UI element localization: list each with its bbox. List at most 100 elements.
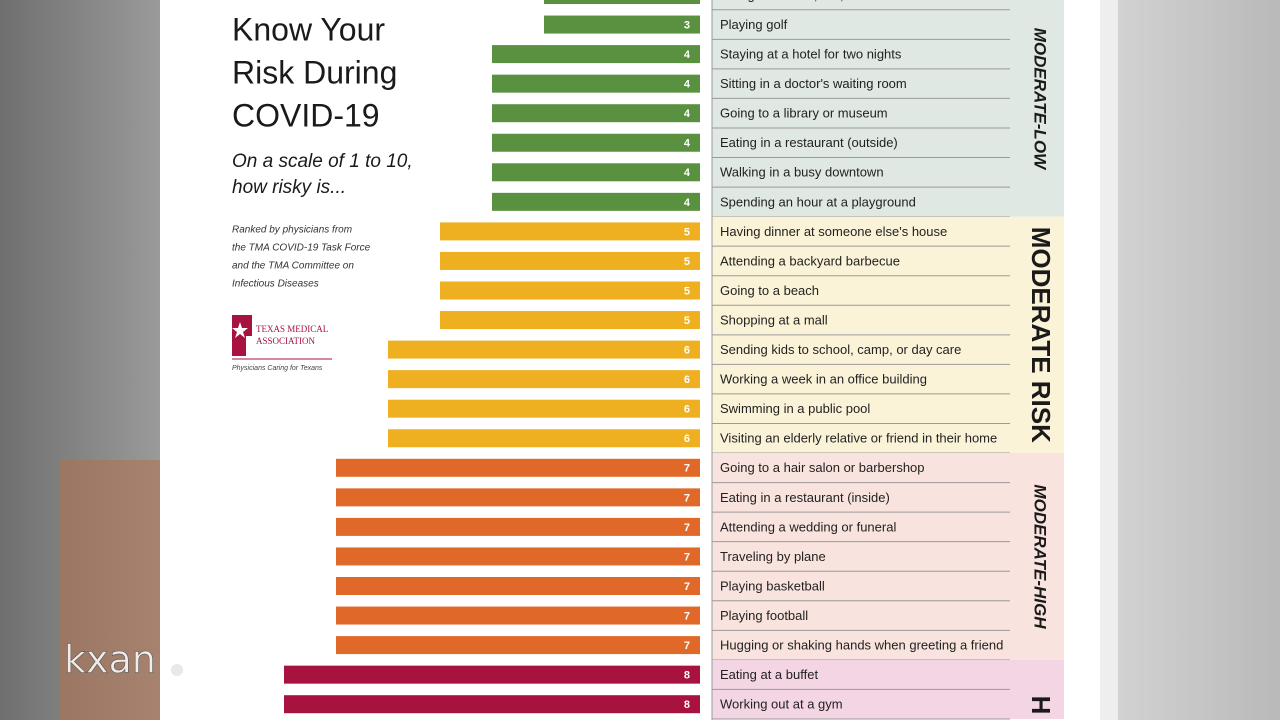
bar bbox=[284, 695, 700, 714]
title-line: Know Your bbox=[232, 11, 385, 47]
value-label: 3 bbox=[684, 19, 690, 31]
category-label: Hugging or shaking hands when greeting a… bbox=[720, 638, 1003, 653]
risk-band-background bbox=[712, 0, 1064, 217]
value-label: 6 bbox=[684, 374, 690, 386]
risk-band-label: MODERATE RISK bbox=[1026, 227, 1056, 443]
category-label: Walking in a busy downtown bbox=[720, 165, 884, 180]
bar bbox=[440, 311, 700, 330]
value-label: 6 bbox=[684, 404, 690, 416]
bar bbox=[492, 133, 700, 152]
category-label: Working out at a gym bbox=[720, 697, 843, 712]
bar bbox=[388, 399, 700, 418]
note-line: Infectious Diseases bbox=[232, 279, 319, 290]
category-label: Staying at a hotel for two nights bbox=[720, 47, 902, 62]
value-label: 6 bbox=[684, 345, 690, 357]
category-label: Going to a library or museum bbox=[720, 106, 888, 121]
tma-logo-star bbox=[232, 322, 248, 338]
subtitle-line: how risky is... bbox=[232, 177, 346, 198]
category-label: Eating in a restaurant (inside) bbox=[720, 490, 890, 505]
left-panel: Know Your Risk During COVID-19 On a scal… bbox=[232, 11, 413, 372]
org-tagline: Physicians Caring for Texans bbox=[232, 365, 323, 372]
category-label: Spending an hour at a playground bbox=[720, 194, 916, 209]
org-name: ASSOCIATION bbox=[256, 336, 316, 346]
value-label: 8 bbox=[684, 699, 690, 711]
value-label: 6 bbox=[684, 433, 690, 445]
category-label: Shopping at a mall bbox=[720, 312, 828, 327]
value-label: 4 bbox=[684, 138, 691, 150]
bar bbox=[440, 222, 700, 241]
category-label: Visiting an elderly relative or friend i… bbox=[720, 431, 997, 446]
value-label: 5 bbox=[684, 256, 690, 268]
category-label: Having dinner at someone else's house bbox=[720, 224, 947, 239]
category-label: Sitting in a doctor's waiting room bbox=[720, 76, 907, 91]
risk-band-label: H bbox=[1026, 696, 1056, 715]
bar bbox=[544, 15, 700, 34]
category-label: Attending a wedding or funeral bbox=[720, 519, 896, 534]
category-label: Swimming in a public pool bbox=[720, 401, 870, 416]
bar bbox=[388, 370, 700, 389]
bar bbox=[336, 488, 700, 507]
org-name: TEXAS MEDICAL bbox=[256, 324, 328, 334]
title-line: COVID-19 bbox=[232, 97, 380, 133]
title-line: Risk During bbox=[232, 54, 397, 90]
bar bbox=[336, 606, 700, 625]
bar bbox=[440, 251, 700, 270]
category-label: Going to a beach bbox=[720, 283, 819, 298]
blurred-bars-left bbox=[60, 460, 160, 720]
channel-name: kxan bbox=[64, 638, 156, 682]
value-label: 7 bbox=[684, 492, 690, 504]
note-line: Ranked by physicians from bbox=[232, 225, 352, 236]
category-label: Going to a hair salon or barbershop bbox=[720, 460, 925, 475]
value-label: 7 bbox=[684, 522, 690, 534]
chart-rows: 3 Going for a walk, run, or bike ride wit… bbox=[284, 0, 1064, 720]
value-label: 5 bbox=[684, 285, 690, 297]
bar bbox=[492, 163, 700, 182]
value-label: 4 bbox=[684, 167, 691, 179]
category-label: Going for a walk, run, or bike ride with… bbox=[720, 0, 978, 2]
value-label: 8 bbox=[684, 670, 690, 682]
bar bbox=[388, 429, 700, 448]
value-label: 7 bbox=[684, 610, 690, 622]
category-label: Sending kids to school, camp, or day car… bbox=[720, 342, 961, 357]
paper-edge bbox=[1100, 0, 1118, 720]
blurred-background-right bbox=[1118, 0, 1280, 720]
bar bbox=[284, 665, 700, 684]
value-label: 5 bbox=[684, 226, 690, 238]
value-label: 4 bbox=[684, 49, 691, 61]
bar bbox=[388, 340, 700, 359]
bar bbox=[336, 547, 700, 566]
value-label: 4 bbox=[684, 108, 691, 120]
value-label: 7 bbox=[684, 640, 690, 652]
network-peacock bbox=[171, 664, 183, 676]
value-label: 4 bbox=[684, 197, 691, 209]
bar bbox=[336, 636, 700, 655]
bar bbox=[544, 0, 700, 4]
value-label: 7 bbox=[684, 463, 690, 475]
risk-band-label: MODERATE-LOW bbox=[1031, 28, 1050, 171]
subtitle-line: On a scale of 1 to 10, bbox=[232, 151, 413, 172]
value-label: 5 bbox=[684, 315, 690, 327]
value-label: 7 bbox=[684, 581, 690, 593]
bar bbox=[492, 45, 700, 64]
risk-band-label: MODERATE-HIGH bbox=[1031, 484, 1050, 629]
value-label: 3 bbox=[684, 0, 690, 2]
category-label: Attending a backyard barbecue bbox=[720, 253, 900, 268]
category-label: Playing golf bbox=[720, 17, 788, 32]
bar bbox=[492, 192, 700, 211]
category-label: Traveling by plane bbox=[720, 549, 826, 564]
bar bbox=[336, 458, 700, 477]
risk-band-background bbox=[712, 453, 1064, 660]
bar bbox=[336, 577, 700, 595]
category-label: Eating in a restaurant (outside) bbox=[720, 135, 898, 150]
category-label: Playing basketball bbox=[720, 578, 825, 593]
bar bbox=[336, 517, 700, 536]
category-label: Working a week in an office building bbox=[720, 372, 927, 387]
category-label: Eating at a buffet bbox=[720, 667, 818, 682]
bar bbox=[492, 74, 700, 93]
channel-logo: kxan bbox=[64, 637, 183, 682]
value-label: 4 bbox=[684, 79, 691, 91]
bar bbox=[440, 281, 700, 300]
note-line: the TMA COVID-19 Task Force bbox=[232, 243, 371, 254]
note-line: and the TMA Committee on bbox=[232, 261, 354, 272]
category-label: Playing football bbox=[720, 608, 808, 623]
